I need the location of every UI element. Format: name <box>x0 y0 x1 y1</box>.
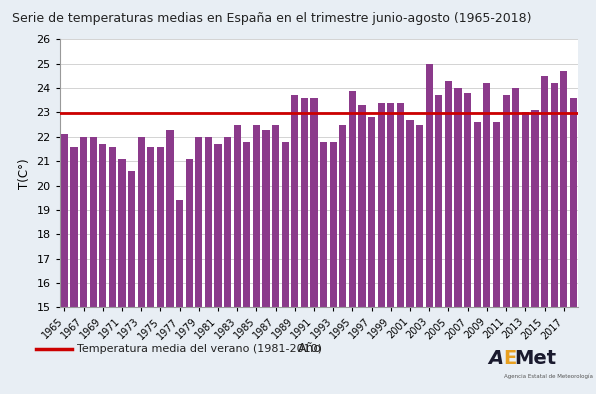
Bar <box>272 125 280 394</box>
Bar <box>243 142 250 394</box>
Text: Serie de temperaturas medias en España en el trimestre junio-agosto (1965-2018): Serie de temperaturas medias en España e… <box>12 12 532 25</box>
Bar <box>157 147 164 394</box>
Bar <box>253 125 260 394</box>
Bar <box>378 103 385 394</box>
Bar <box>406 120 414 394</box>
Text: Agencia Estatal de Meteorología: Agencia Estatal de Meteorología <box>504 374 592 379</box>
Bar <box>339 125 346 394</box>
Text: E: E <box>504 349 517 368</box>
Bar <box>397 103 404 394</box>
Bar <box>89 137 97 394</box>
Bar <box>205 137 212 394</box>
Bar <box>570 98 577 394</box>
Bar <box>483 83 491 394</box>
Bar <box>282 142 289 394</box>
Bar <box>368 117 375 394</box>
Bar <box>349 91 356 394</box>
Bar <box>215 144 222 394</box>
Bar <box>426 64 433 394</box>
Bar <box>493 122 500 394</box>
Text: A: A <box>489 349 504 368</box>
Bar <box>512 88 519 394</box>
Bar <box>560 71 567 394</box>
Bar <box>109 147 116 394</box>
Bar <box>435 95 442 394</box>
Bar <box>234 125 241 394</box>
Bar <box>291 95 299 394</box>
Bar <box>185 159 193 394</box>
Bar <box>61 134 68 394</box>
Bar <box>166 130 173 394</box>
Text: Año: Año <box>298 342 322 355</box>
Bar <box>262 130 269 394</box>
Bar <box>301 98 308 394</box>
Bar <box>195 137 203 394</box>
Y-axis label: T(C°): T(C°) <box>18 158 31 189</box>
Bar <box>455 88 462 394</box>
Bar <box>541 76 548 394</box>
Bar <box>224 137 231 394</box>
Bar <box>147 147 154 394</box>
Bar <box>119 159 126 394</box>
Bar <box>138 137 145 394</box>
Bar <box>464 93 471 394</box>
Bar <box>311 98 318 394</box>
Bar <box>551 83 558 394</box>
Bar <box>358 105 366 394</box>
Bar <box>531 110 539 394</box>
Bar <box>70 147 77 394</box>
Text: Temperatura media del verano (1981-2010): Temperatura media del verano (1981-2010) <box>77 344 322 354</box>
Bar <box>502 95 510 394</box>
Bar <box>474 122 481 394</box>
Bar <box>416 125 423 394</box>
Bar <box>176 200 183 394</box>
Bar <box>445 81 452 394</box>
Bar <box>320 142 327 394</box>
Bar <box>128 171 135 394</box>
Bar <box>330 142 337 394</box>
Bar <box>99 144 107 394</box>
Text: Met: Met <box>514 349 557 368</box>
Bar <box>387 103 395 394</box>
Bar <box>522 112 529 394</box>
Bar <box>80 137 87 394</box>
